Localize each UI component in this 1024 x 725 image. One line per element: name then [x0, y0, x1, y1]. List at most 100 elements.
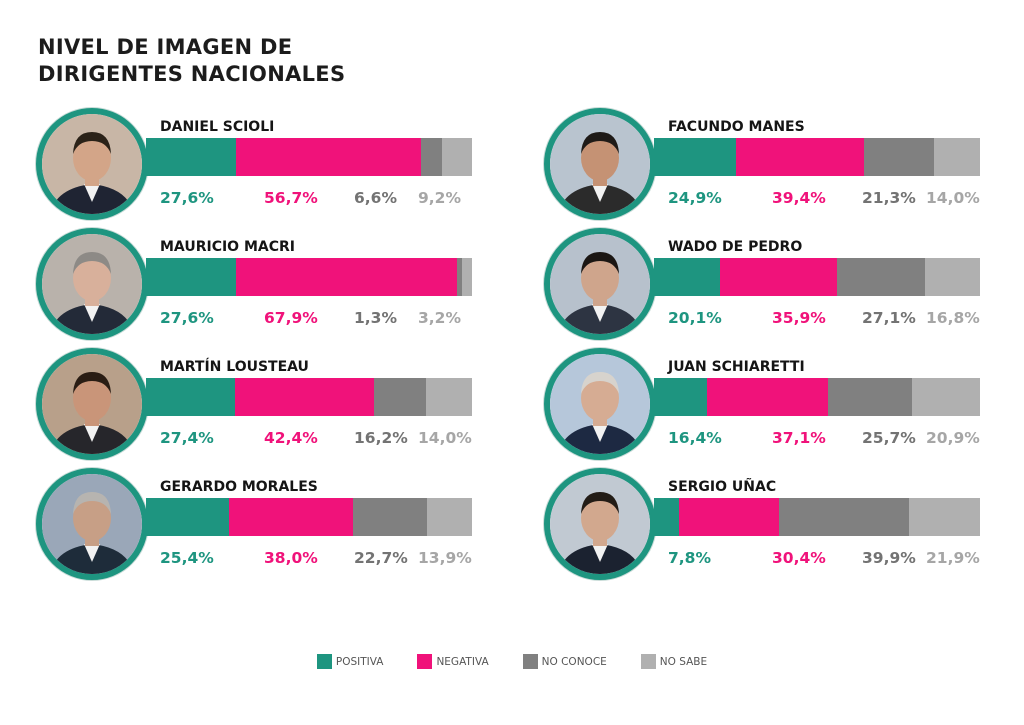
bar-segment-positiva — [654, 138, 736, 176]
bar-segment-no-conoce — [420, 138, 443, 176]
avatar-sergio-unac — [544, 468, 656, 580]
portrait-icon — [42, 114, 142, 214]
bar-segment-negativa — [679, 498, 779, 536]
data-label-positiva: 20,1% — [668, 309, 722, 327]
data-label-no-sabe: 14,0% — [418, 429, 472, 447]
data-label-negativa: 56,7% — [264, 189, 318, 207]
data-label-positiva: 27,4% — [160, 429, 214, 447]
chart-title-line-2: DIRIGENTES NACIONALES — [38, 62, 346, 86]
bar-segment-no-conoce — [778, 498, 909, 536]
stacked-bar-mauricio-macri — [146, 258, 472, 296]
legend-item-positiva: POSITIVA — [316, 654, 384, 669]
stacked-bar-martin-lousteau — [146, 378, 472, 416]
bar-segment-negativa — [228, 498, 353, 536]
legend-swatch — [316, 654, 332, 669]
politician-card-wado-de-pedro: WADO DE PEDRO 20,1% 35,9% 27,1% 16,8% — [544, 228, 984, 340]
politician-name-mauricio-macri: MAURICIO MACRI — [160, 239, 295, 255]
legend-item-no-conoce: NO CONOCE — [522, 654, 607, 669]
data-label-no-conoce: 22,7% — [354, 549, 408, 567]
bar-segment-no-conoce — [352, 498, 427, 536]
stacked-bar-facundo-manes — [654, 138, 980, 176]
politician-card-sergio-unac: SERGIO UÑAC 7,8% 30,4% 39,9% 21,9% — [544, 468, 984, 580]
bar-segment-no-conoce — [457, 258, 462, 296]
politician-card-daniel-scioli: DANIEL SCIOLI 27,6% 56,7% 6,6% 9,2% — [36, 108, 476, 220]
legend-swatch — [640, 654, 656, 669]
stacked-bar-sergio-unac — [654, 498, 980, 536]
stacked-bar-juan-schiaretti — [654, 378, 980, 416]
stacked-bar-gerardo-morales — [146, 498, 472, 536]
bar-segment-negativa — [735, 138, 865, 176]
politician-name-gerardo-morales: GERARDO MORALES — [160, 479, 318, 495]
bar-segment-no-conoce — [373, 378, 427, 416]
bar-segment-negativa — [707, 378, 829, 416]
bar-segment-negativa — [235, 138, 421, 176]
data-label-positiva: 27,6% — [160, 189, 214, 207]
data-label-no-sabe: 20,9% — [926, 429, 980, 447]
avatar-juan-schiaretti — [544, 348, 656, 460]
politician-name-martin-lousteau: MARTÍN LOUSTEAU — [160, 359, 309, 375]
portrait-icon — [42, 474, 142, 574]
politician-card-juan-schiaretti: JUAN SCHIARETTI 16,4% 37,1% 25,7% 20,9% — [544, 348, 984, 460]
data-label-positiva: 24,9% — [668, 189, 722, 207]
bar-segment-no-sabe — [442, 138, 472, 176]
legend: POSITIVA NEGATIVA NO CONOCE NO SABE — [0, 654, 1024, 669]
data-label-no-sabe: 16,8% — [926, 309, 980, 327]
politician-name-sergio-unac: SERGIO UÑAC — [668, 479, 777, 495]
politician-card-facundo-manes: FACUNDO MANES 24,9% 39,4% 21,3% 14,0% — [544, 108, 984, 220]
legend-label: NO CONOCE — [541, 655, 607, 668]
avatar-wado-de-pedro — [544, 228, 656, 340]
bar-segment-no-sabe — [426, 378, 472, 416]
data-label-no-sabe: 13,9% — [418, 549, 472, 567]
data-label-positiva: 25,4% — [160, 549, 214, 567]
politician-card-martin-lousteau: MARTÍN LOUSTEAU 27,4% 42,4% 16,2% 14,0% — [36, 348, 476, 460]
stacked-bar-wado-de-pedro — [654, 258, 980, 296]
legend-item-no-sabe: NO SABE — [640, 654, 708, 669]
legend-label: POSITIVA — [335, 655, 384, 668]
chart-title-line-1: NIVEL DE IMAGEN DE — [38, 35, 293, 59]
data-label-negativa: 42,4% — [264, 429, 318, 447]
portrait-icon — [550, 234, 650, 334]
politician-name-daniel-scioli: DANIEL SCIOLI — [160, 119, 275, 135]
bar-segment-positiva — [654, 378, 708, 416]
legend-swatch — [522, 654, 538, 669]
data-label-no-conoce: 16,2% — [354, 429, 408, 447]
bar-segment-no-conoce — [864, 138, 935, 176]
data-label-positiva: 16,4% — [668, 429, 722, 447]
bar-segment-no-sabe — [934, 138, 980, 176]
bar-segment-positiva — [654, 258, 720, 296]
data-label-no-conoce: 21,3% — [862, 189, 916, 207]
avatar-daniel-scioli — [36, 108, 148, 220]
bar-segment-no-sabe — [426, 498, 472, 536]
politician-name-wado-de-pedro: WADO DE PEDRO — [668, 239, 803, 255]
legend-label: NEGATIVA — [436, 655, 489, 668]
data-label-no-sabe: 9,2% — [418, 189, 461, 207]
bar-segment-negativa — [235, 378, 374, 416]
data-label-no-conoce: 25,7% — [862, 429, 916, 447]
data-label-no-conoce: 27,1% — [862, 309, 916, 327]
avatar-facundo-manes — [544, 108, 656, 220]
chart-title: NIVEL DE IMAGEN DE DIRIGENTES NACIONALES — [38, 34, 345, 88]
bar-segment-positiva — [146, 378, 236, 416]
bar-segment-no-conoce — [836, 258, 926, 296]
bar-segment-negativa — [235, 258, 458, 296]
avatar-gerardo-morales — [36, 468, 148, 580]
bar-segment-negativa — [719, 258, 837, 296]
stacked-bar-daniel-scioli — [146, 138, 472, 176]
bar-segment-no-sabe — [461, 258, 472, 296]
data-label-no-sabe: 21,9% — [926, 549, 980, 567]
portrait-icon — [550, 114, 650, 214]
bar-segment-positiva — [654, 498, 680, 536]
bar-segment-no-conoce — [828, 378, 912, 416]
data-label-negativa: 38,0% — [264, 549, 318, 567]
data-label-positiva: 27,6% — [160, 309, 214, 327]
legend-label: NO SABE — [659, 655, 708, 668]
politician-name-juan-schiaretti: JUAN SCHIARETTI — [668, 359, 805, 375]
bar-segment-no-sabe — [925, 258, 980, 296]
data-label-negativa: 37,1% — [772, 429, 826, 447]
data-label-negativa: 67,9% — [264, 309, 318, 327]
data-label-no-sabe: 3,2% — [418, 309, 461, 327]
bar-segment-no-sabe — [911, 378, 980, 416]
data-label-no-conoce: 6,6% — [354, 189, 397, 207]
data-label-positiva: 7,8% — [668, 549, 711, 567]
bar-segment-no-sabe — [908, 498, 980, 536]
